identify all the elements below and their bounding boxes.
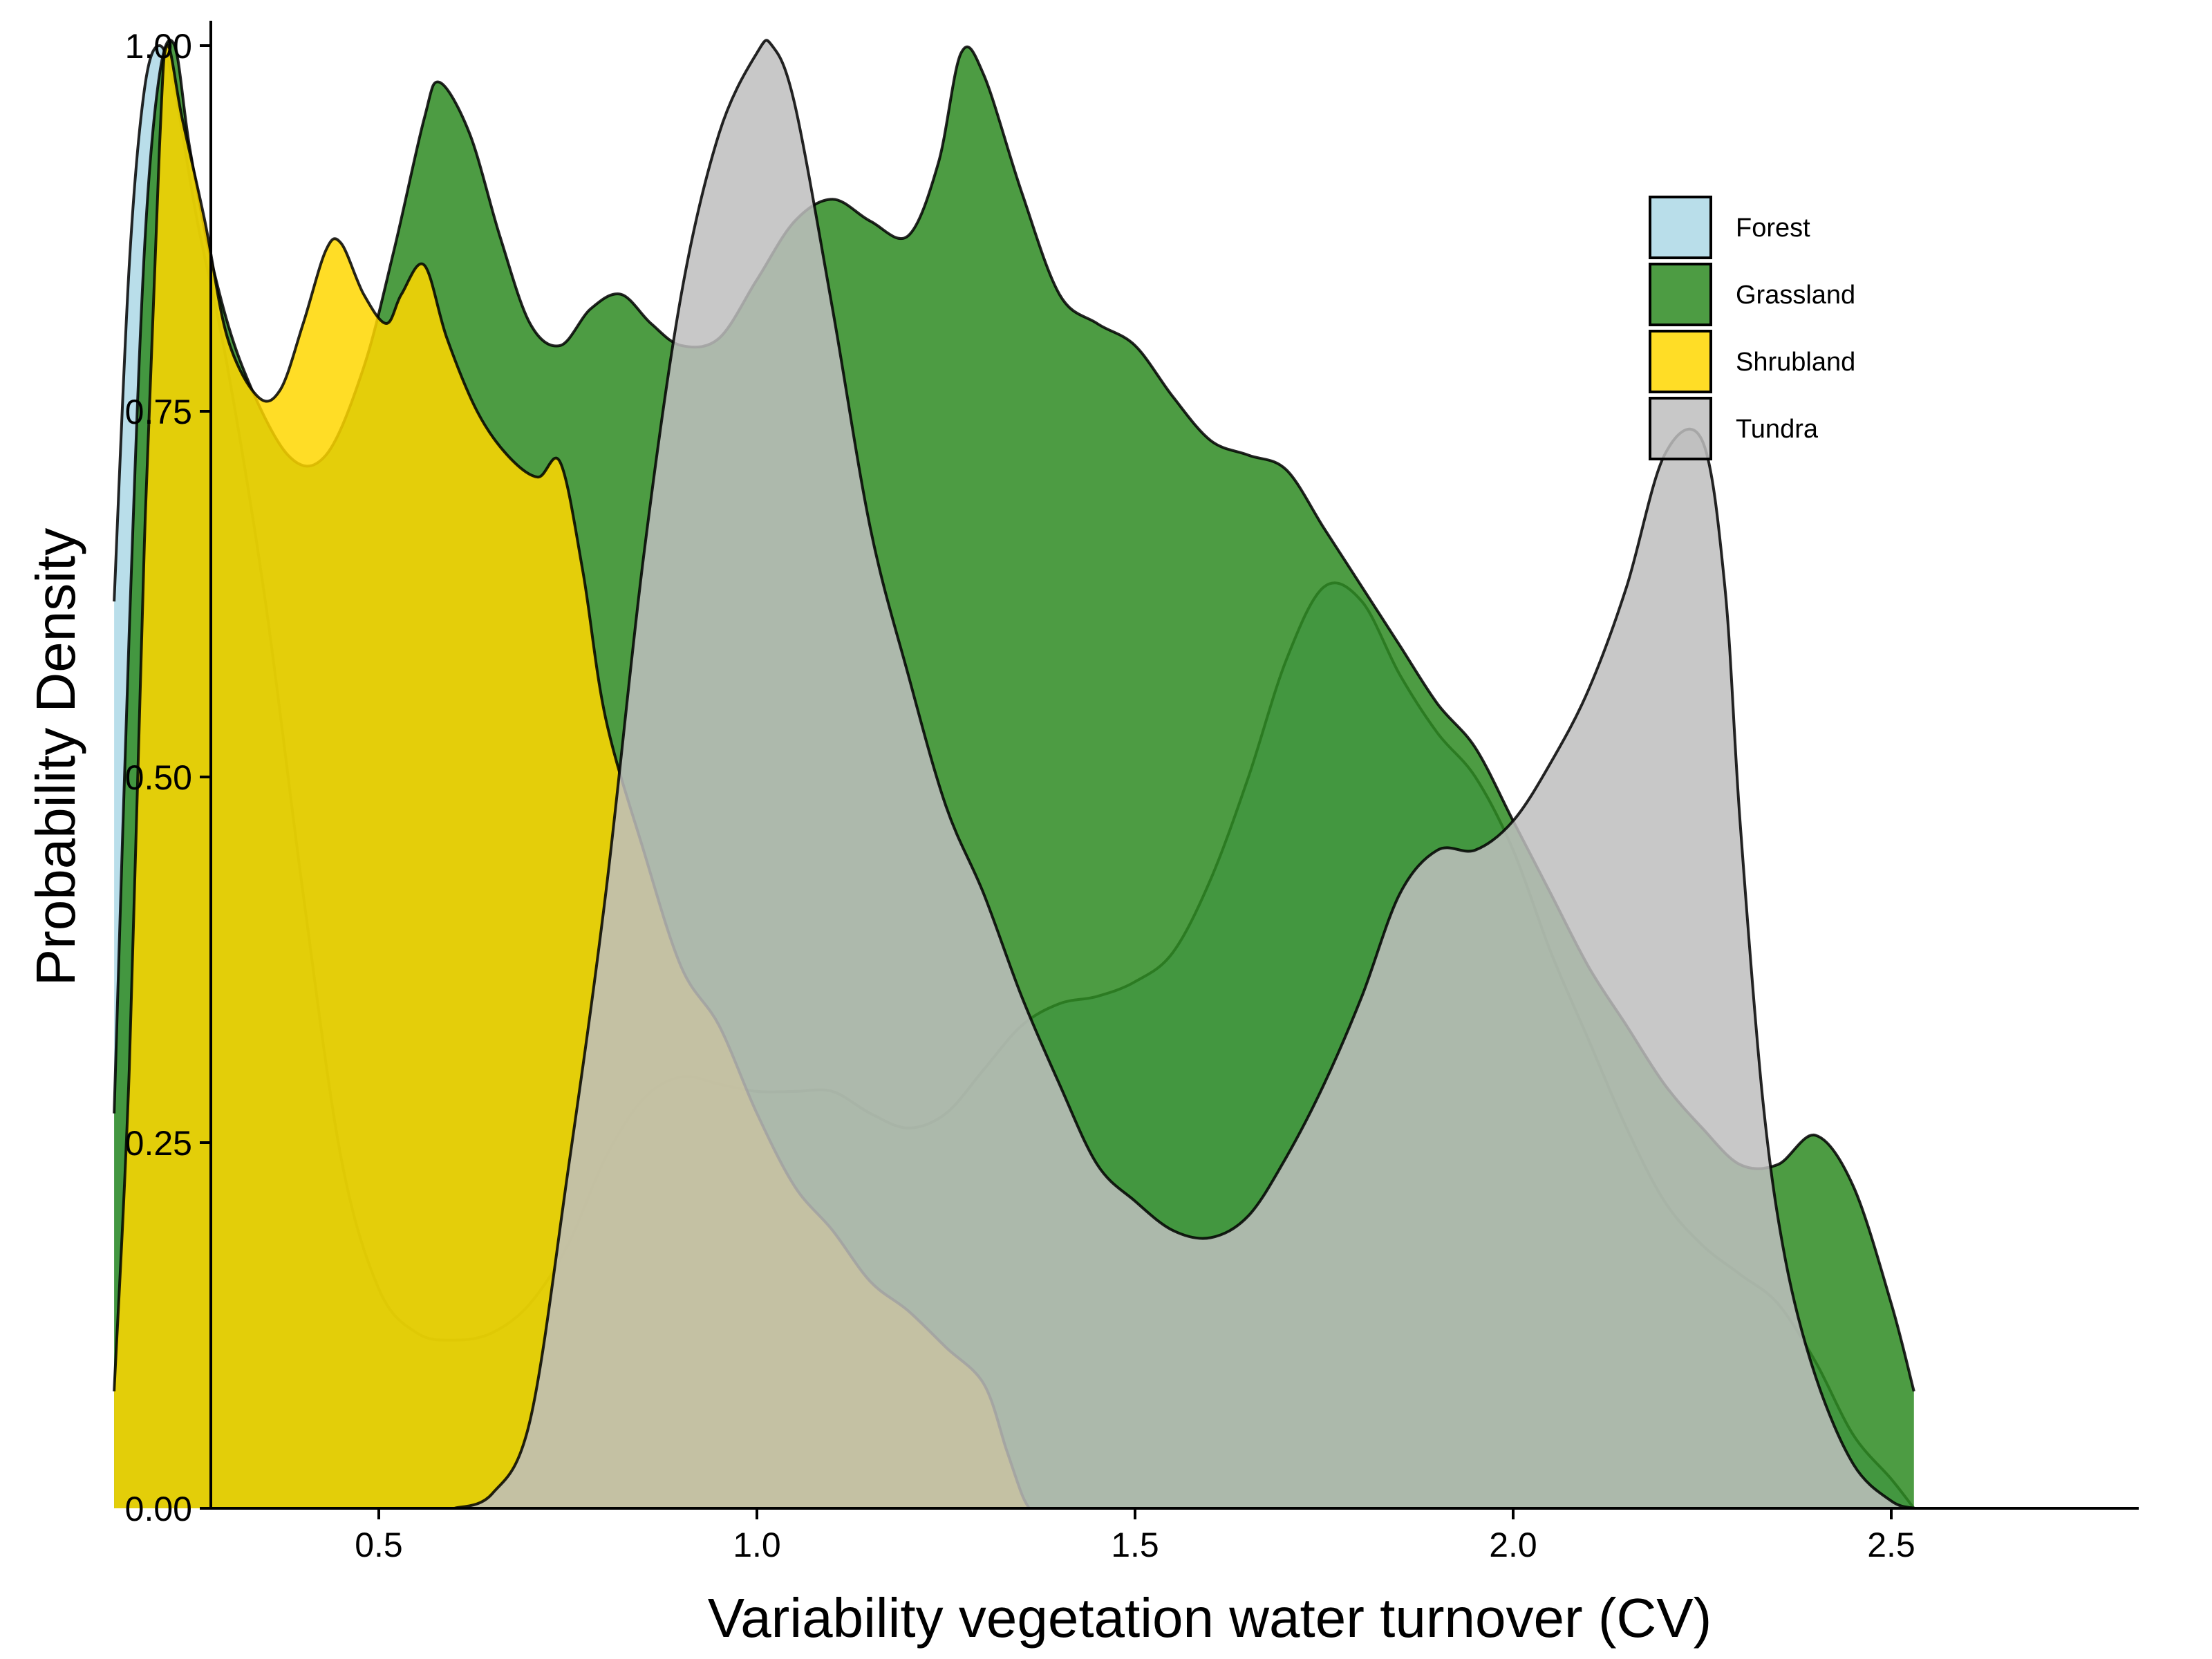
density-line-tundra: [453, 39, 1915, 1510]
legend-key-grassland: [1649, 263, 1712, 326]
y-tick-label: 0.75: [125, 393, 192, 431]
density-area-tundra: [454, 40, 1914, 1508]
legend: Forest Grassland Shrubland Tundra: [1649, 196, 1855, 460]
y-ticks: 0.00 0.25 0.50 0.75 1.00: [125, 27, 211, 1528]
legend-key-tundra: [1649, 397, 1712, 460]
y-tick-label: 0.00: [125, 1490, 192, 1528]
x-tick-label: 1.5: [1111, 1526, 1159, 1564]
legend-label-shrubland: Shrubland: [1736, 348, 1855, 377]
legend-key-shrubland: [1649, 330, 1712, 393]
legend-label-forest: Forest: [1736, 214, 1810, 243]
density-areas: [113, 39, 1915, 1510]
axes: 0.5 1.0 1.5 2.0 2.5 0.00 0.25 0.50 0.75 1.00: [125, 21, 2139, 1564]
x-tick-label: 2.0: [1489, 1526, 1537, 1564]
x-tick-label: 0.5: [355, 1526, 403, 1564]
x-axis-title: Variability vegetation water turnover (C…: [708, 1587, 1712, 1649]
y-tick-label: 0.50: [125, 758, 192, 797]
x-tick-label: 1.0: [733, 1526, 781, 1564]
legend-label-tundra: Tundra: [1736, 415, 1819, 444]
y-axis-title: Probability Density: [25, 528, 86, 986]
density-area-shrubland: [114, 45, 1029, 1509]
legend-label-grassland: Grassland: [1736, 281, 1855, 310]
y-tick-label: 1.00: [125, 27, 192, 66]
x-ticks: 0.5 1.0 1.5 2.0 2.5: [355, 1508, 1915, 1564]
x-tick-label: 2.5: [1867, 1526, 1915, 1564]
legend-key-forest: [1649, 196, 1712, 259]
y-tick-label: 0.25: [125, 1124, 192, 1163]
